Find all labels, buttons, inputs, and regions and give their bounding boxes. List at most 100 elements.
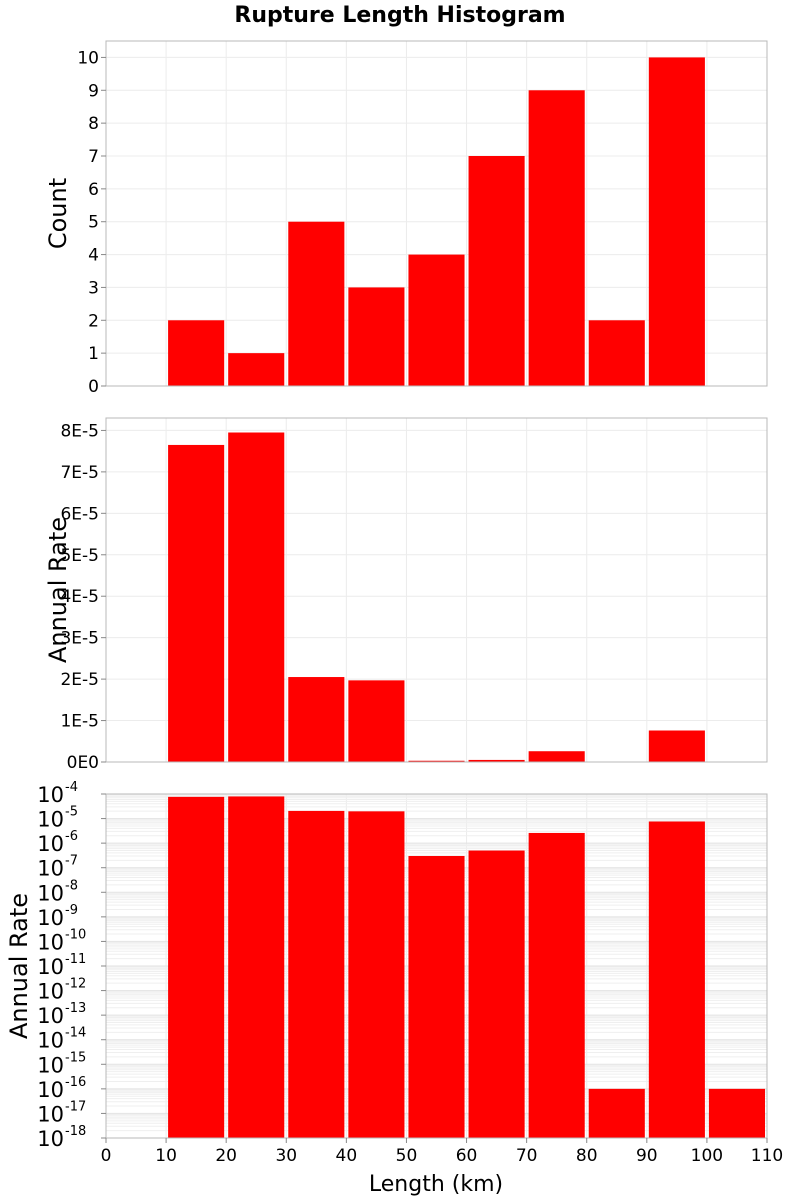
y-tick-exponent: -18	[65, 1124, 86, 1139]
y-tick-label: 7E-5	[60, 463, 99, 483]
x-tick-label: 80	[576, 1146, 598, 1166]
x-tick-label: 60	[456, 1146, 478, 1166]
y-tick-label: 10	[37, 955, 64, 979]
y-tick-label: 1E-5	[60, 712, 99, 732]
bar-rate-log-20	[228, 796, 285, 1138]
y-tick-label: 10	[37, 783, 64, 807]
y-axis-label: Count	[44, 178, 72, 249]
bar-rate-linear-20	[228, 432, 285, 762]
y-tick-label: 4E-5	[60, 587, 99, 607]
bar-rate-linear-40	[348, 680, 405, 762]
y-tick-exponent: -12	[65, 977, 86, 992]
y-tick-label: 1	[88, 344, 99, 364]
y-tick-label: 2E-5	[60, 670, 99, 690]
y-tick-exponent: -13	[65, 1001, 86, 1016]
bar-count-90	[648, 57, 705, 387]
bar-rate-linear-70	[528, 751, 585, 762]
y-tick-label: 10	[37, 1004, 64, 1028]
bar-count-30	[288, 221, 345, 386]
y-tick-label: 0E0	[67, 753, 99, 773]
y-tick-label: 9	[88, 81, 99, 101]
y-axis-label: Annual Rate	[5, 893, 33, 1039]
x-tick-label: 90	[636, 1146, 658, 1166]
y-tick-label: 6	[88, 180, 99, 200]
y-tick-exponent: -7	[65, 854, 78, 869]
y-tick-exponent: -16	[65, 1075, 86, 1090]
y-tick-label: 7	[88, 147, 99, 167]
y-tick-label: 10	[37, 1053, 64, 1077]
bar-rate-log-50	[408, 855, 465, 1138]
x-tick-label: 10	[155, 1146, 177, 1166]
y-tick-label: 3	[88, 278, 99, 298]
chart-panels: 0 1 2 3 4 5 6 7 8 9 10 Count 0E0 1E-5 2E-5 3E-5 4E-5 5E-5…	[5, 40, 783, 1166]
y-tick-label: 2	[88, 311, 99, 331]
y-tick-exponent: -11	[65, 952, 86, 967]
y-tick-label: 10	[77, 48, 99, 68]
bar-rate-log-90	[648, 821, 705, 1138]
bar-rate-linear-30	[288, 677, 345, 762]
y-tick-label: 10	[37, 1078, 64, 1102]
y-tick-label: 5	[88, 213, 99, 233]
y-tick-label: 10	[37, 980, 64, 1004]
x-tick-label: 20	[215, 1146, 237, 1166]
bar-rate-linear-10	[168, 444, 225, 762]
y-tick-label: 10	[37, 881, 64, 905]
y-tick-label: 5E-5	[60, 546, 99, 566]
y-tick-label: 10	[37, 857, 64, 881]
bar-count-20	[228, 353, 285, 386]
y-tick-label: 10	[37, 930, 64, 954]
bar-rate-linear-50	[408, 760, 465, 762]
y-tick-exponent: -5	[65, 805, 78, 820]
bar-rate-log-60	[468, 850, 525, 1138]
y-tick-label: 10	[37, 832, 64, 856]
y-tick-exponent: -9	[65, 903, 78, 918]
y-tick-label: 10	[37, 1102, 64, 1126]
y-tick-label: 0	[88, 377, 99, 397]
y-tick-exponent: -14	[65, 1026, 86, 1041]
y-tick-exponent: -17	[65, 1099, 86, 1114]
x-tick-label: 70	[516, 1146, 538, 1166]
chart-title: Rupture Length Histogram	[234, 3, 565, 28]
y-tick-label: 8E-5	[60, 421, 99, 441]
bar-rate-log-70	[528, 832, 585, 1138]
y-tick-label: 6E-5	[60, 504, 99, 524]
bar-rate-log-10	[168, 796, 225, 1138]
bar-rate-linear-90	[648, 730, 705, 762]
y-tick-label: 8	[88, 114, 99, 134]
bar-count-80	[588, 320, 645, 386]
y-tick-label: 10	[37, 808, 64, 832]
y-tick-label: 10	[37, 1029, 64, 1053]
y-tick-label: 3E-5	[60, 629, 99, 649]
y-tick-exponent: -6	[65, 829, 78, 844]
x-tick-label: 40	[336, 1146, 358, 1166]
bar-count-70	[528, 90, 585, 387]
y-tick-label: 10	[37, 906, 64, 930]
plot-frame	[105, 40, 768, 387]
panel-count: 0 1 2 3 4 5 6 7 8 9 10 Count	[44, 40, 768, 397]
bar-count-40	[348, 287, 405, 386]
y-tick-exponent: -15	[65, 1050, 86, 1065]
bar-rate-log-30	[288, 810, 345, 1138]
x-tick-label: 0	[101, 1146, 112, 1166]
x-tick-label: 110	[751, 1146, 783, 1166]
bar-count-10	[168, 320, 225, 386]
plot-frame	[105, 417, 768, 763]
x-axis-label: Length (km)	[369, 1172, 503, 1197]
y-tick-label: 4	[88, 246, 99, 266]
y-tick-exponent: -10	[65, 927, 86, 942]
y-axis-label: Annual Rate	[44, 517, 72, 663]
y-tick-label: 10	[37, 1127, 64, 1151]
bar-count-60	[468, 156, 525, 386]
y-tick-exponent: -4	[65, 780, 78, 795]
panel-rate-linear: 0E0 1E-5 2E-5 3E-5 4E-5 5E-5 6E-5 7E-5 8E-5 Annua…	[44, 417, 768, 773]
bar-rate-linear-60	[468, 759, 525, 762]
x-tick-label: 30	[275, 1146, 297, 1166]
x-tick-label: 100	[691, 1146, 723, 1166]
bar-rate-log-100	[708, 1088, 765, 1138]
x-tick-label: 50	[396, 1146, 418, 1166]
bar-count-50	[408, 254, 465, 386]
bar-rate-log-80	[588, 1088, 645, 1138]
bar-rate-log-40	[348, 811, 405, 1138]
